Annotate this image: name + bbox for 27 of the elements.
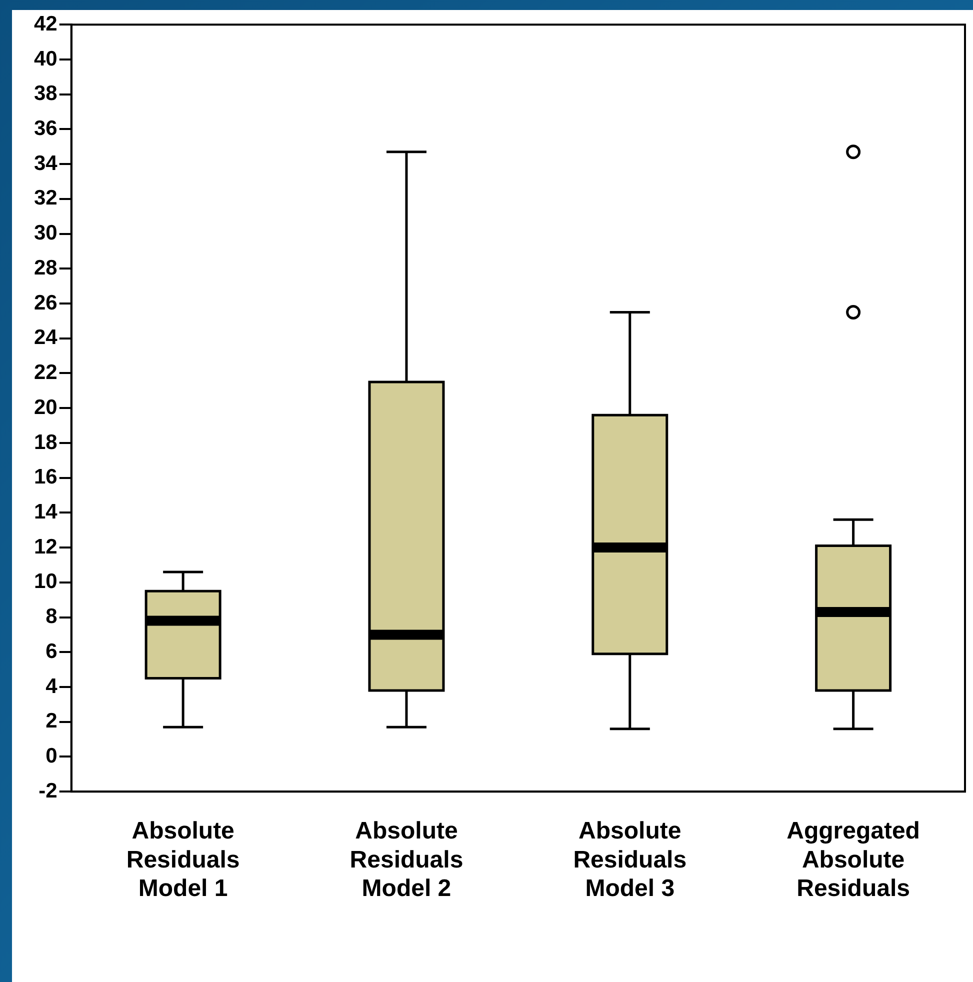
y-tick-label: 20 bbox=[34, 396, 58, 419]
y-tick-label: 30 bbox=[34, 222, 58, 245]
y-tick-label: 24 bbox=[34, 326, 58, 350]
x-tick-label: Absolute Residuals Model 3 bbox=[573, 818, 687, 902]
y-tick-label: 10 bbox=[34, 570, 58, 594]
y-tick-label: 12 bbox=[34, 535, 58, 558]
x-tick-label: Aggregated Absolute Residuals bbox=[786, 818, 920, 902]
y-tick-label: 38 bbox=[34, 82, 58, 106]
y-tick-label: 26 bbox=[34, 291, 58, 314]
y-tick-label: 42 bbox=[34, 12, 58, 36]
x-tick-label: Absolute Residuals Model 2 bbox=[350, 818, 464, 902]
y-tick-label: 18 bbox=[34, 430, 58, 454]
y-tick-label: 8 bbox=[46, 605, 58, 628]
y-tick-label: 0 bbox=[46, 744, 58, 768]
y-tick-label: 2 bbox=[46, 710, 58, 733]
y-tick-label: 36 bbox=[34, 116, 58, 140]
x-tick-label: Absolute Residuals Model 1 bbox=[126, 818, 240, 902]
y-tick-label: 28 bbox=[34, 256, 58, 280]
y-tick-label: 14 bbox=[34, 500, 58, 524]
y-tick-label: 22 bbox=[34, 361, 58, 384]
y-tick-label: 16 bbox=[34, 466, 58, 489]
y-tick-label: 34 bbox=[34, 152, 58, 175]
y-tick-label: 40 bbox=[34, 47, 58, 70]
y-tick-label: 6 bbox=[46, 640, 58, 663]
y-tick-label: -2 bbox=[38, 779, 58, 802]
y-tick-label: 4 bbox=[46, 674, 58, 698]
y-tick-label: 32 bbox=[34, 186, 58, 210]
